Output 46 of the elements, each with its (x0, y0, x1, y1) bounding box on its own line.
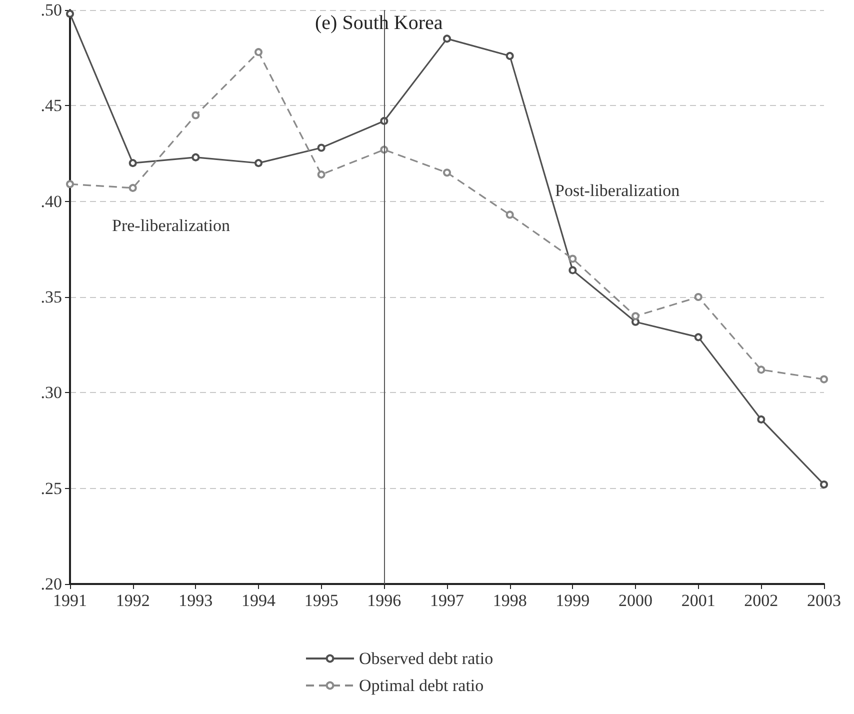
point (632, 312, 640, 320)
x-tick-label: 1998 (492, 591, 527, 610)
point (443, 34, 451, 43)
point (694, 333, 702, 342)
x-tick-label: 1994 (242, 591, 276, 610)
y-tick-label: .45 (40, 96, 62, 116)
x-tick-label: 1991 (53, 591, 87, 610)
point (254, 48, 262, 56)
x-tick-label: 2001 (681, 591, 716, 610)
point (757, 415, 766, 424)
y-tick-label: .25 (40, 478, 62, 498)
point (757, 366, 766, 374)
x-tick-label: 2002 (744, 591, 778, 610)
y-tick-label: .35 (40, 288, 62, 306)
point (128, 159, 137, 168)
y-tick-label: .20 (40, 574, 62, 594)
x-tick-label: 1999 (556, 591, 590, 610)
point (694, 293, 702, 301)
point (128, 184, 137, 192)
point (192, 153, 200, 162)
point (820, 480, 828, 489)
point (506, 210, 514, 219)
x-tick-label: 1997 (430, 591, 464, 610)
point (66, 180, 74, 188)
point (443, 168, 451, 177)
x-tick-label: 1995 (304, 591, 338, 610)
x-tick-label: 1993 (178, 591, 213, 610)
point (192, 111, 200, 120)
point (568, 266, 577, 274)
x-tick-label: 1992 (116, 591, 150, 610)
y-tick-label: .40 (40, 192, 62, 211)
point (506, 52, 514, 60)
x-tick-label: 2000 (618, 591, 652, 610)
legend-label: Observed debt ratio (359, 649, 494, 668)
point (317, 144, 326, 152)
legend-label: Optimal debt ratio (359, 676, 484, 695)
annotation: Pre-liberalization (112, 216, 231, 235)
point (317, 170, 326, 179)
x-tick-label: 2003 (807, 591, 841, 610)
x-tick-label: 1996 (367, 591, 402, 610)
point (254, 159, 262, 168)
annotation: Post-liberalization (555, 181, 680, 200)
y-tick-label: .30 (40, 383, 62, 402)
y-tick-label: .50 (40, 0, 62, 20)
point (820, 375, 828, 384)
point (568, 254, 577, 263)
